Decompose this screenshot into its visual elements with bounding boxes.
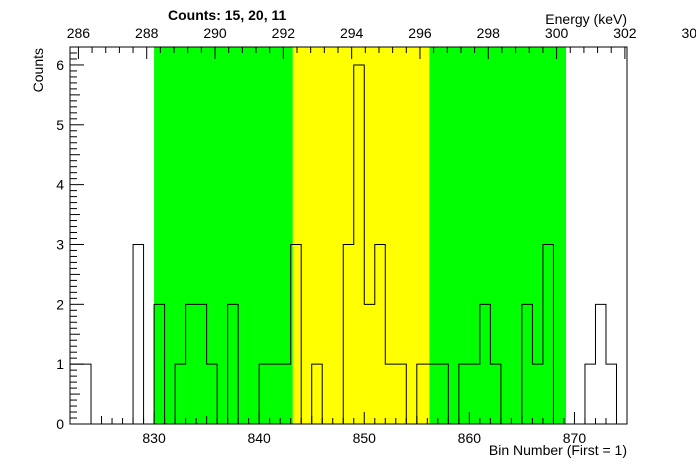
x2-tick-label-288: 288 bbox=[135, 25, 159, 41]
y-tick-label-6: 6 bbox=[56, 57, 64, 73]
x2-tick-label-294: 294 bbox=[340, 25, 364, 41]
region-0 bbox=[154, 47, 293, 424]
x2-tick-label-286: 286 bbox=[67, 25, 91, 41]
y-tick-label-0: 0 bbox=[56, 416, 64, 432]
y-tick-label-2: 2 bbox=[56, 296, 64, 312]
y-tick-label-1: 1 bbox=[56, 356, 64, 372]
highlight-regions bbox=[154, 47, 567, 424]
x2-tick-label-296: 296 bbox=[408, 25, 432, 41]
x-tick-label-870: 870 bbox=[563, 430, 587, 446]
x-axis-title: Bin Number (First = 1) bbox=[489, 442, 627, 458]
chart-title: Counts: 15, 20, 11 bbox=[168, 7, 286, 23]
x2-axis-title: Energy (keV) bbox=[545, 11, 627, 27]
y-tick-label-3: 3 bbox=[56, 236, 64, 252]
x-tick-label-850: 850 bbox=[353, 430, 377, 446]
x-tick-label-840: 840 bbox=[247, 430, 271, 446]
x2-tick-label-302: 302 bbox=[613, 25, 637, 41]
x2-tick-label-290: 290 bbox=[203, 25, 227, 41]
hist-bin-873 bbox=[606, 364, 617, 424]
x2-tick-label-300: 300 bbox=[545, 25, 569, 41]
hist-bin-871 bbox=[585, 364, 596, 424]
x2-tick-label-298: 298 bbox=[477, 25, 501, 41]
region-1 bbox=[292, 47, 430, 424]
hist-bin-828 bbox=[133, 244, 144, 424]
region-2 bbox=[429, 47, 567, 424]
hist-bin-823 bbox=[81, 364, 92, 424]
x-tick-label-860: 860 bbox=[458, 430, 482, 446]
y-axis-title: Counts bbox=[30, 48, 46, 92]
x-tick-label-830: 830 bbox=[142, 430, 166, 446]
x2-tick-label-292: 292 bbox=[272, 25, 296, 41]
hist-bin-872 bbox=[595, 304, 606, 424]
plot-frame bbox=[69, 46, 628, 425]
axis-ticks bbox=[70, 46, 628, 425]
y-tick-label-4: 4 bbox=[56, 177, 64, 193]
y-tick-label-5: 5 bbox=[56, 117, 64, 133]
x2-tick-label-304: 304 bbox=[682, 25, 696, 41]
